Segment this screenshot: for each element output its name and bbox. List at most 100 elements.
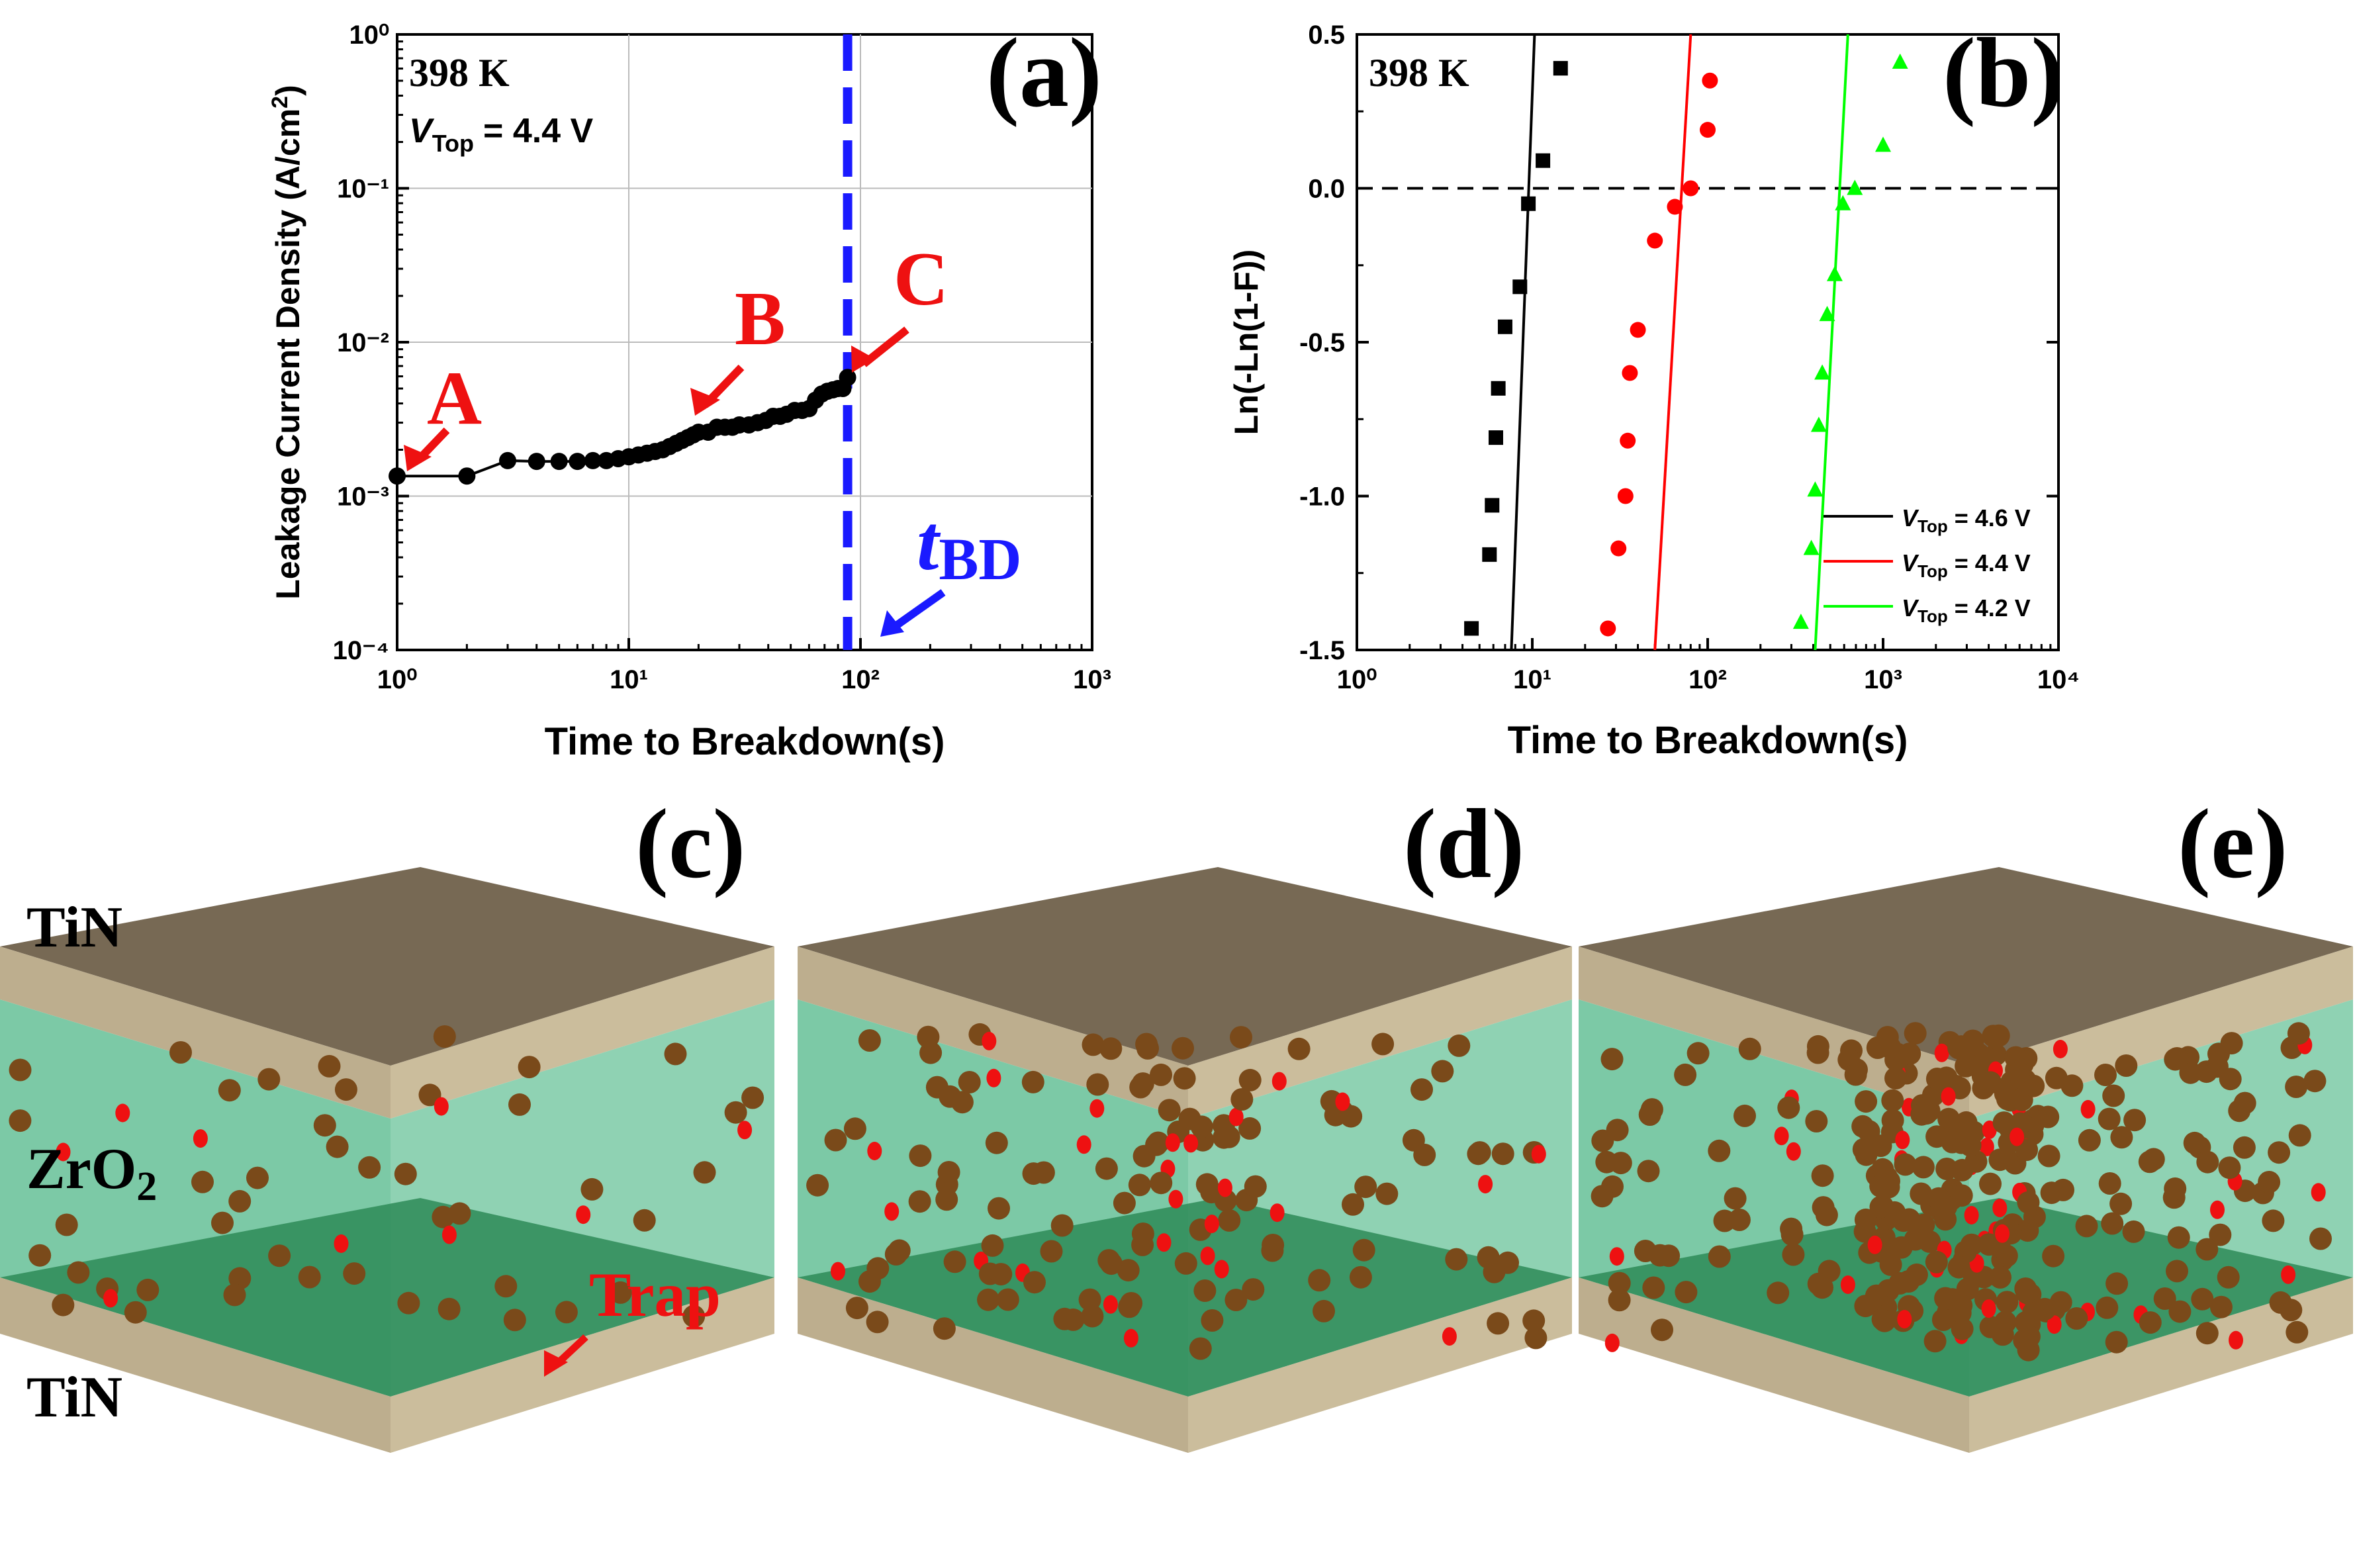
trap-red <box>576 1205 591 1224</box>
trap-red <box>1335 1092 1350 1111</box>
data-point <box>1536 153 1551 168</box>
y-tick-label: -1.5 <box>1299 636 1345 665</box>
trap-particle <box>1959 1134 1982 1157</box>
trap-red <box>1200 1246 1215 1266</box>
trap-particle <box>2065 1307 2088 1330</box>
trap-particle <box>358 1156 381 1179</box>
trap-particle <box>1892 1209 1915 1232</box>
legend-label-4-4v: VTop = 4.4 V <box>1902 549 2031 581</box>
trap-particle <box>228 1189 252 1213</box>
bottom-tin-front-right <box>391 1277 774 1453</box>
trap-arrow <box>544 1334 588 1377</box>
trap-particle <box>1777 1096 1800 1119</box>
data-point <box>839 369 856 387</box>
legend-label-4-2v: VTop = 4.2 V <box>1902 594 2031 626</box>
trap-particle <box>2262 1209 2285 1232</box>
trap-particle <box>1287 1037 1311 1060</box>
panel-d-label: (d) <box>1403 789 1524 899</box>
panel-a-temperature: 398 K <box>409 51 510 95</box>
trap-particle <box>1687 1042 1710 1065</box>
trap-particle <box>1113 1191 1136 1215</box>
trap-particle <box>2105 1272 2129 1295</box>
trap-particle <box>2037 1144 2060 1168</box>
trap-particle <box>1244 1175 1267 1198</box>
trap-particle <box>1675 1281 1698 1304</box>
trap-particle <box>2102 1084 2125 1107</box>
trap-particle <box>1082 1033 1105 1056</box>
trap-particle <box>2179 1061 2202 1084</box>
trap-particle <box>1884 1067 1907 1089</box>
trap-particle <box>1230 1088 1254 1111</box>
trap-particle <box>2098 1107 2121 1130</box>
data-point <box>498 451 516 469</box>
trap-particle <box>933 1317 956 1340</box>
trap-particle <box>518 1056 541 1079</box>
trap-particle <box>1173 1067 1196 1090</box>
trap-particle <box>1987 1024 2010 1047</box>
trap-red <box>1478 1175 1493 1194</box>
data-point <box>1512 279 1528 295</box>
panel-a-ylabel: Leakage Current Density (A/cm2) <box>267 85 306 599</box>
trap-particle <box>2078 1129 2101 1152</box>
oxide-label: ZrO2 <box>26 1137 157 1209</box>
top-electrode-label: TiN <box>26 896 122 960</box>
trap-particle <box>1638 1103 1661 1126</box>
trap-particle <box>223 1283 246 1307</box>
trap-particle <box>935 1188 958 1211</box>
data-point <box>1667 199 1683 215</box>
trap-particle <box>503 1309 526 1332</box>
data-point <box>1700 122 1716 138</box>
trap-particle <box>246 1166 269 1189</box>
data-point <box>1491 381 1506 396</box>
trap-particle <box>1100 1252 1123 1275</box>
panel-b-temperature: 398 K <box>1369 51 1469 95</box>
trap-particle <box>1606 1119 1629 1142</box>
trap-particle <box>1812 1196 1835 1219</box>
trap-red <box>1979 1137 1994 1156</box>
trap-particle <box>2303 1070 2327 1093</box>
arrow-c <box>851 326 909 373</box>
trap-red <box>1867 1235 1882 1254</box>
trap-particle <box>1445 1248 1468 1271</box>
panel-a-xlabel: Time to Breakdown(s) <box>545 720 945 763</box>
trap-particle <box>943 1250 966 1273</box>
trap-particle <box>1879 1253 1902 1276</box>
x-tick-label: 10⁰ <box>1337 665 1377 694</box>
bottom-electrode-label: TiN <box>26 1365 122 1430</box>
trap-red <box>1156 1233 1172 1252</box>
panel-a-ticks: 10⁰ 10¹ 10² 10³ 10⁻⁴ 10⁻³ 10⁻² 10⁻¹ 10⁰ <box>333 21 1111 694</box>
trap-particle <box>1955 1054 1978 1078</box>
trap-particle <box>55 1213 78 1236</box>
trap-particle <box>2123 1109 2147 1132</box>
y-tick-label: -0.5 <box>1299 328 1345 357</box>
trap-particle <box>1873 1309 1896 1332</box>
data-point <box>1485 498 1500 513</box>
trap-particle <box>1448 1034 1471 1057</box>
data-point <box>1464 621 1479 636</box>
trap-particle <box>958 1071 981 1093</box>
x-tick-label: 10¹ <box>1513 665 1551 694</box>
y-tick-label: 10⁻¹ <box>337 175 389 204</box>
trap-particle <box>1767 1281 1790 1305</box>
trap-particle <box>2233 1091 2256 1115</box>
data-point <box>1835 195 1851 210</box>
trap-particle <box>2219 1068 2242 1091</box>
trap-red <box>1964 1206 1979 1224</box>
trap-particle <box>2016 1219 2039 1242</box>
trap-particle <box>1225 1289 1248 1311</box>
x-tick-label: 10² <box>841 665 880 694</box>
data-point <box>1683 180 1699 197</box>
annotation-tbd: tBD <box>917 498 1021 592</box>
trap-particle <box>124 1301 147 1324</box>
trap-particle <box>397 1291 420 1314</box>
arrow-tbd <box>880 589 946 637</box>
trap-particle <box>2168 1300 2192 1323</box>
trap-particle <box>2285 1076 2308 1098</box>
trap-particle <box>1131 1233 1154 1256</box>
y-tick-label: 10⁻³ <box>337 483 389 512</box>
trap-particle <box>2060 1074 2084 1097</box>
trap-particle <box>2166 1260 2188 1283</box>
data-point <box>1847 179 1863 195</box>
trap-particle <box>990 1263 1013 1286</box>
trap-red <box>334 1234 349 1253</box>
